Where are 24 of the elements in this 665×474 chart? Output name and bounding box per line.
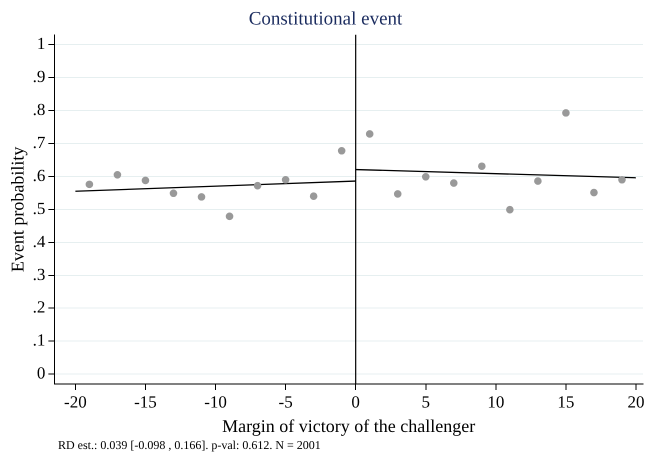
y-tick-label: .8	[32, 100, 46, 120]
text: RD est.: 0.039 [-0.098 , 0.166]. p-val: 0.612. N = 2001	[58, 438, 322, 453]
x-tick-label: 10	[487, 392, 504, 412]
y-tick-label: .6	[32, 166, 46, 185]
x-tick-label: 20	[627, 392, 644, 412]
x-tick-label: -10	[204, 392, 227, 412]
x-tick-label: 0	[351, 392, 360, 412]
x-tick-label: 15	[557, 392, 574, 412]
y-tick-label: .1	[32, 330, 46, 350]
x-tick-label: 5	[422, 392, 430, 412]
chart-title: Constitutional event	[248, 8, 403, 30]
y-tick-label: .4	[32, 232, 46, 251]
y-tick-label: .3	[32, 264, 46, 284]
y-tick-label: 0	[36, 364, 46, 383]
x-tick-label: -5	[278, 392, 293, 412]
y-tick-label: .2	[32, 298, 46, 317]
x-tick-label: -20	[64, 392, 87, 412]
x-axis-title: Margin of victory of the challenger	[222, 416, 476, 436]
y-tick-label: .9	[32, 67, 46, 86]
x-tick-label: -15	[134, 392, 157, 412]
y-axis-title: Event probability	[8, 146, 28, 272]
y-tick-label: 1	[36, 34, 46, 54]
y-tick-label: .7	[32, 132, 46, 152]
y-tick-label: .5	[32, 198, 46, 218]
